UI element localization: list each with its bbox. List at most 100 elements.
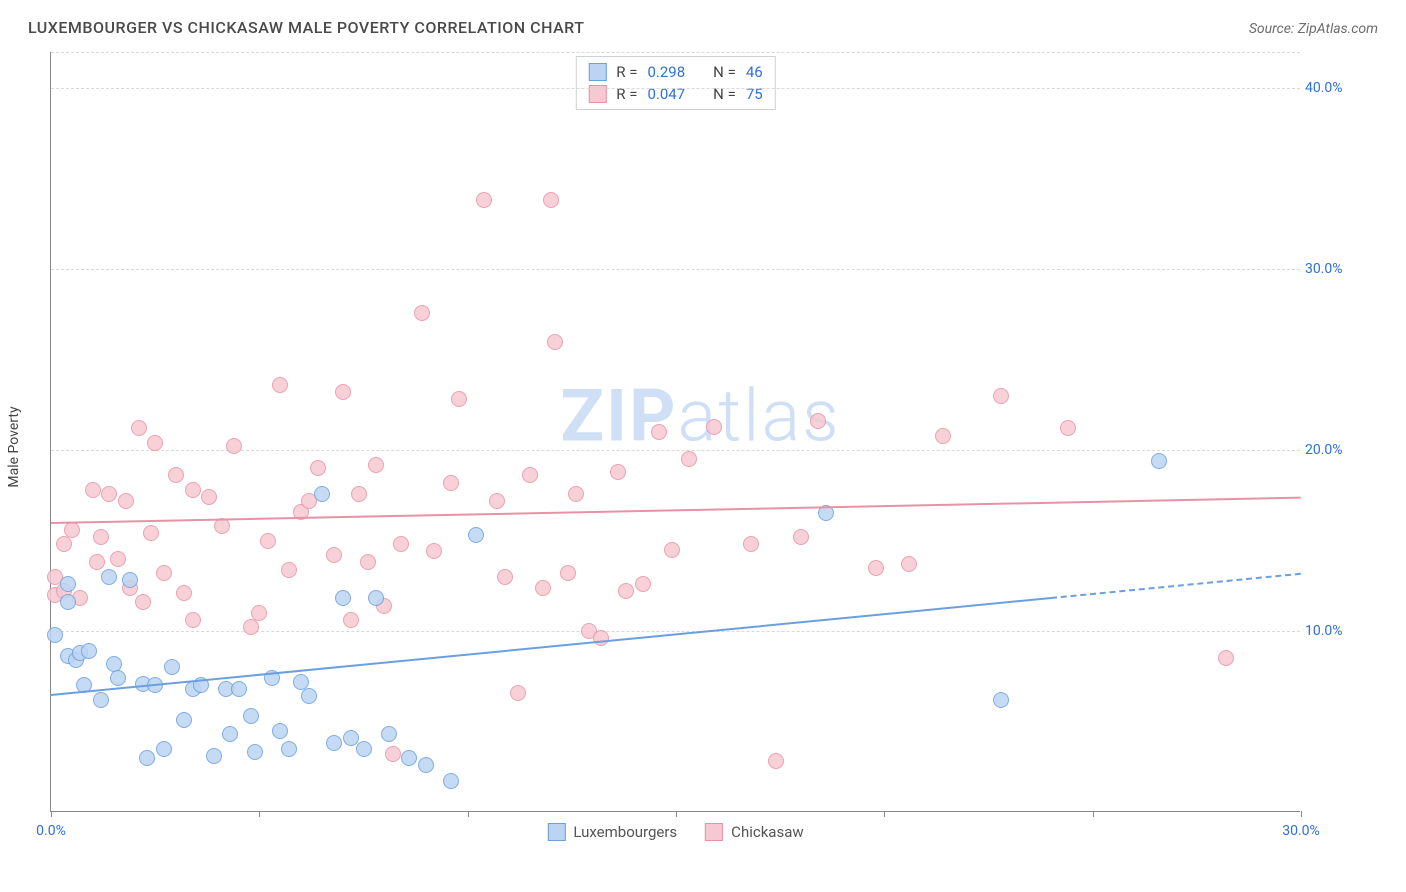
scatter-point-luxembourgers (60, 594, 76, 610)
y-tick-label: 10.0% (1305, 623, 1355, 639)
plot-wrap: Male Poverty ZIPatlas R = 0.298 N = 46 R… (50, 52, 1350, 842)
plot-area: ZIPatlas R = 0.298 N = 46 R = 0.047 N = … (50, 52, 1300, 812)
trend-line (1051, 573, 1301, 599)
scatter-point-luxembourgers (418, 757, 434, 773)
scatter-point-luxembourgers (222, 726, 238, 742)
x-tick (51, 811, 52, 817)
scatter-point-chickasaw (426, 543, 442, 559)
scatter-point-chickasaw (543, 192, 559, 208)
scatter-point-chickasaw (185, 482, 201, 498)
scatter-point-chickasaw (635, 576, 651, 592)
x-tick (468, 811, 469, 817)
y-tick-label: 30.0% (1305, 261, 1355, 277)
scatter-point-luxembourgers (381, 726, 397, 742)
scatter-point-chickasaw (226, 438, 242, 454)
scatter-point-chickasaw (135, 594, 151, 610)
scatter-point-luxembourgers (293, 674, 309, 690)
swatch-lux-icon (547, 823, 565, 841)
scatter-point-chickasaw (476, 192, 492, 208)
scatter-point-luxembourgers (443, 773, 459, 789)
y-tick-label: 40.0% (1305, 80, 1355, 96)
scatter-point-luxembourgers (314, 486, 330, 502)
scatter-point-luxembourgers (335, 590, 351, 606)
x-tick (259, 811, 260, 817)
scatter-point-chickasaw (368, 457, 384, 473)
scatter-point-chickasaw (64, 522, 80, 538)
scatter-point-chickasaw (168, 467, 184, 483)
x-tick (884, 811, 885, 817)
legend-item-lux: Luxembourgers (547, 823, 677, 841)
scatter-point-chickasaw (681, 451, 697, 467)
scatter-point-chickasaw (451, 391, 467, 407)
scatter-point-chickasaw (810, 413, 826, 429)
scatter-point-chickasaw (560, 565, 576, 581)
watermark: ZIPatlas (560, 374, 840, 459)
scatter-point-chickasaw (901, 556, 917, 572)
scatter-point-chickasaw (868, 560, 884, 576)
x-tick (1093, 811, 1094, 817)
scatter-point-luxembourgers (272, 723, 288, 739)
legend-label-lux: Luxembourgers (573, 823, 677, 841)
scatter-point-chickasaw (176, 585, 192, 601)
scatter-point-chickasaw (443, 475, 459, 491)
scatter-point-luxembourgers (993, 692, 1009, 708)
x-tick (676, 811, 677, 817)
swatch-chi-icon (705, 823, 723, 841)
scatter-point-chickasaw (522, 467, 538, 483)
scatter-point-luxembourgers (60, 576, 76, 592)
scatter-point-chickasaw (351, 486, 367, 502)
scatter-point-luxembourgers (247, 744, 263, 760)
x-tick (1301, 811, 1302, 817)
scatter-point-chickasaw (93, 529, 109, 545)
scatter-point-chickasaw (664, 542, 680, 558)
scatter-point-luxembourgers (1151, 453, 1167, 469)
chart-title: LUXEMBOURGER VS CHICKASAW MALE POVERTY C… (28, 18, 584, 37)
scatter-point-luxembourgers (110, 670, 126, 686)
scatter-point-luxembourgers (301, 688, 317, 704)
source-label: Source: ZipAtlas.com (1249, 21, 1378, 37)
scatter-point-chickasaw (326, 547, 342, 563)
scatter-point-chickasaw (243, 619, 259, 635)
gridline (51, 52, 1300, 53)
scatter-point-chickasaw (85, 482, 101, 498)
r-value-lux: 0.298 (647, 63, 685, 81)
gridline (51, 631, 1300, 632)
r-label: R = (616, 63, 637, 81)
y-tick-label: 20.0% (1305, 442, 1355, 458)
scatter-point-chickasaw (260, 533, 276, 549)
scatter-point-chickasaw (131, 420, 147, 436)
n-label: N = (713, 63, 736, 81)
scatter-point-luxembourgers (106, 656, 122, 672)
scatter-point-chickasaw (310, 460, 326, 476)
scatter-point-chickasaw (89, 554, 105, 570)
scatter-point-luxembourgers (401, 750, 417, 766)
scatter-point-luxembourgers (164, 659, 180, 675)
x-tick-label: 0.0% (36, 823, 66, 839)
scatter-point-chickasaw (118, 493, 134, 509)
scatter-point-chickasaw (1060, 420, 1076, 436)
legend-row-chi: R = 0.047 N = 75 (588, 83, 762, 105)
scatter-point-chickasaw (110, 551, 126, 567)
scatter-point-chickasaw (272, 377, 288, 393)
scatter-point-luxembourgers (368, 590, 384, 606)
gridline (51, 88, 1300, 89)
scatter-point-chickasaw (185, 612, 201, 628)
scatter-point-chickasaw (143, 525, 159, 541)
scatter-point-luxembourgers (47, 627, 63, 643)
legend-series: Luxembourgers Chickasaw (547, 823, 803, 841)
n-value-lux: 46 (746, 63, 763, 81)
scatter-point-luxembourgers (139, 750, 155, 766)
gridline (51, 269, 1300, 270)
trend-line (51, 497, 1301, 524)
scatter-point-chickasaw (281, 562, 297, 578)
legend-correlation: R = 0.298 N = 46 R = 0.047 N = 75 (575, 56, 775, 110)
scatter-point-chickasaw (651, 424, 667, 440)
scatter-point-chickasaw (610, 464, 626, 480)
scatter-point-luxembourgers (206, 748, 222, 764)
scatter-point-chickasaw (385, 746, 401, 762)
x-tick-label: 30.0% (1282, 823, 1320, 839)
scatter-point-luxembourgers (356, 741, 372, 757)
swatch-lux-icon (588, 63, 606, 81)
scatter-point-luxembourgers (122, 572, 138, 588)
scatter-point-chickasaw (156, 565, 172, 581)
